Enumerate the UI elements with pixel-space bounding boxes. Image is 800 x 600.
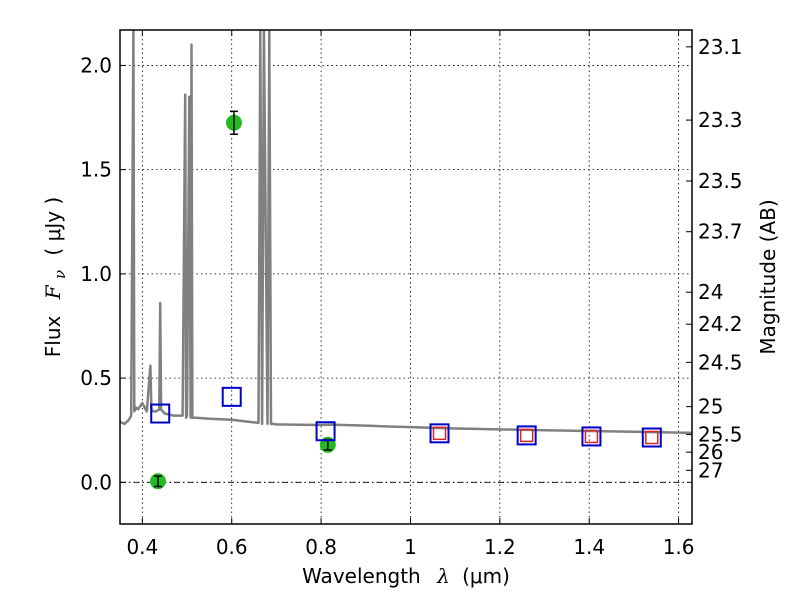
model-square-red xyxy=(584,429,599,444)
plot-area xyxy=(120,30,692,524)
x-tick-label: 0.8 xyxy=(305,535,337,559)
series-layer xyxy=(120,30,692,490)
magnitude-tick-label: 25.5 xyxy=(698,423,743,447)
x-axis-title: Wavelength λ (μm) xyxy=(302,564,510,588)
magnitude-tick-label: 24 xyxy=(698,280,723,304)
y-tick-label: 0.0 xyxy=(80,470,112,494)
x-tick-label: 0.4 xyxy=(126,535,158,559)
model-square-blue xyxy=(429,423,450,444)
magnitude-tick-label: 23.3 xyxy=(698,108,743,132)
y-tick-label: 0.5 xyxy=(80,366,112,390)
ticks: 0.4 0.6 0.8 1 1.2 1.4 1.6 0.0 0.5 1.0 1.5 2.0 23.1 23… xyxy=(80,30,743,559)
magnitude-tick-label: 23.1 xyxy=(698,35,743,59)
magnitude-tick-label: 24.5 xyxy=(698,350,743,374)
y-axis-title-unit: ( μJy ) xyxy=(41,197,65,256)
x-tick-label: 1.4 xyxy=(573,535,605,559)
model-square-blue xyxy=(150,403,171,424)
magnitude-tick-label: 25 xyxy=(698,395,723,419)
spectrum-line xyxy=(120,30,692,435)
y-axis-title: Flux F ν ( μJy ) xyxy=(41,197,70,357)
y-axis-title-sub: ν xyxy=(51,270,69,279)
model-square-red xyxy=(432,426,447,441)
magnitude-axis-title: Magnitude (AB) xyxy=(756,199,780,354)
model-square-red xyxy=(519,428,534,443)
model-square-blue xyxy=(641,427,662,448)
y-tick-label: 2.0 xyxy=(80,53,112,77)
magnitude-tick-label: 23.7 xyxy=(698,220,743,244)
x-axis-title-unit: (μm) xyxy=(462,564,510,588)
model-square-red xyxy=(645,430,659,445)
y-axis-title-text: Flux xyxy=(41,315,65,357)
magnitude-tick-label: 23.5 xyxy=(698,169,743,193)
x-axis-title-text: Wavelength xyxy=(302,564,421,588)
x-tick-label: 1.6 xyxy=(663,535,695,559)
y-tick-label: 1.0 xyxy=(80,262,112,286)
x-tick-label: 0.6 xyxy=(216,535,248,559)
model-square-blue xyxy=(516,425,537,446)
x-tick-label: 1.2 xyxy=(484,535,516,559)
model-square-blue xyxy=(315,421,336,442)
magnitude-tick-label: 27 xyxy=(698,458,723,482)
y-axis-title-symbol: F xyxy=(41,284,65,300)
plot-frame xyxy=(119,29,693,525)
y-tick-label: 1.5 xyxy=(80,158,112,182)
magnitude-tick-label: 26 xyxy=(698,440,723,464)
magnitude-tick-label: 24.2 xyxy=(698,312,743,336)
x-tick-label: 1 xyxy=(404,535,417,559)
model-square-blue xyxy=(221,386,242,407)
x-axis-title-symbol: λ xyxy=(436,564,450,588)
model-square-blue xyxy=(581,426,602,447)
